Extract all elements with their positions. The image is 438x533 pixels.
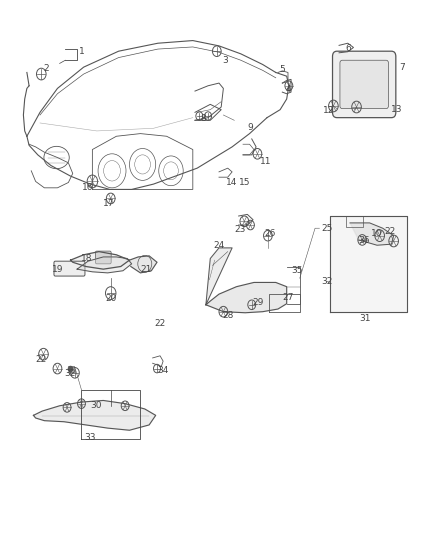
Text: 18: 18 [81,254,93,263]
Text: 30: 30 [90,401,102,410]
Text: 29: 29 [253,298,264,307]
Text: 2: 2 [44,64,49,73]
FancyBboxPatch shape [340,60,389,109]
Text: 19: 19 [52,265,63,273]
Text: 22: 22 [385,228,396,237]
Text: 28: 28 [222,311,233,320]
Text: 23: 23 [234,225,246,234]
Polygon shape [350,223,394,245]
Text: 20: 20 [105,294,117,303]
Polygon shape [130,256,157,273]
Text: 26: 26 [265,229,276,238]
Text: 27: 27 [283,293,293,302]
Text: 31: 31 [360,314,371,323]
Text: 16: 16 [82,183,94,192]
Text: 22: 22 [35,355,46,364]
Text: 5: 5 [279,66,285,74]
Text: 36: 36 [358,237,370,246]
Text: 14: 14 [226,178,237,187]
Polygon shape [206,248,232,305]
Text: 1: 1 [78,47,85,55]
Text: 17: 17 [103,199,115,208]
Text: 21: 21 [140,265,152,273]
Text: 15: 15 [239,178,250,187]
Text: 8: 8 [200,114,206,123]
Text: 24: 24 [213,241,225,250]
Text: 32: 32 [321,277,333,286]
Text: 25: 25 [321,224,333,233]
Polygon shape [330,216,407,312]
Text: 32: 32 [64,369,75,378]
Polygon shape [33,400,155,430]
Text: 9: 9 [247,123,253,132]
Text: 13: 13 [392,105,403,114]
Text: 4: 4 [285,85,291,94]
Text: 22: 22 [155,319,166,328]
Text: 6: 6 [345,44,351,53]
Text: 33: 33 [85,433,96,442]
Polygon shape [77,257,132,273]
Text: 7: 7 [399,63,405,71]
Text: 34: 34 [157,366,169,375]
FancyBboxPatch shape [54,261,85,276]
Polygon shape [71,252,130,269]
Text: 10: 10 [371,229,383,238]
Text: 11: 11 [261,157,272,166]
Circle shape [68,367,73,372]
Text: 3: 3 [222,56,228,64]
FancyBboxPatch shape [332,51,396,118]
Text: 12: 12 [323,106,335,115]
Polygon shape [206,282,287,313]
FancyBboxPatch shape [95,251,111,264]
Text: 35: 35 [291,266,303,275]
